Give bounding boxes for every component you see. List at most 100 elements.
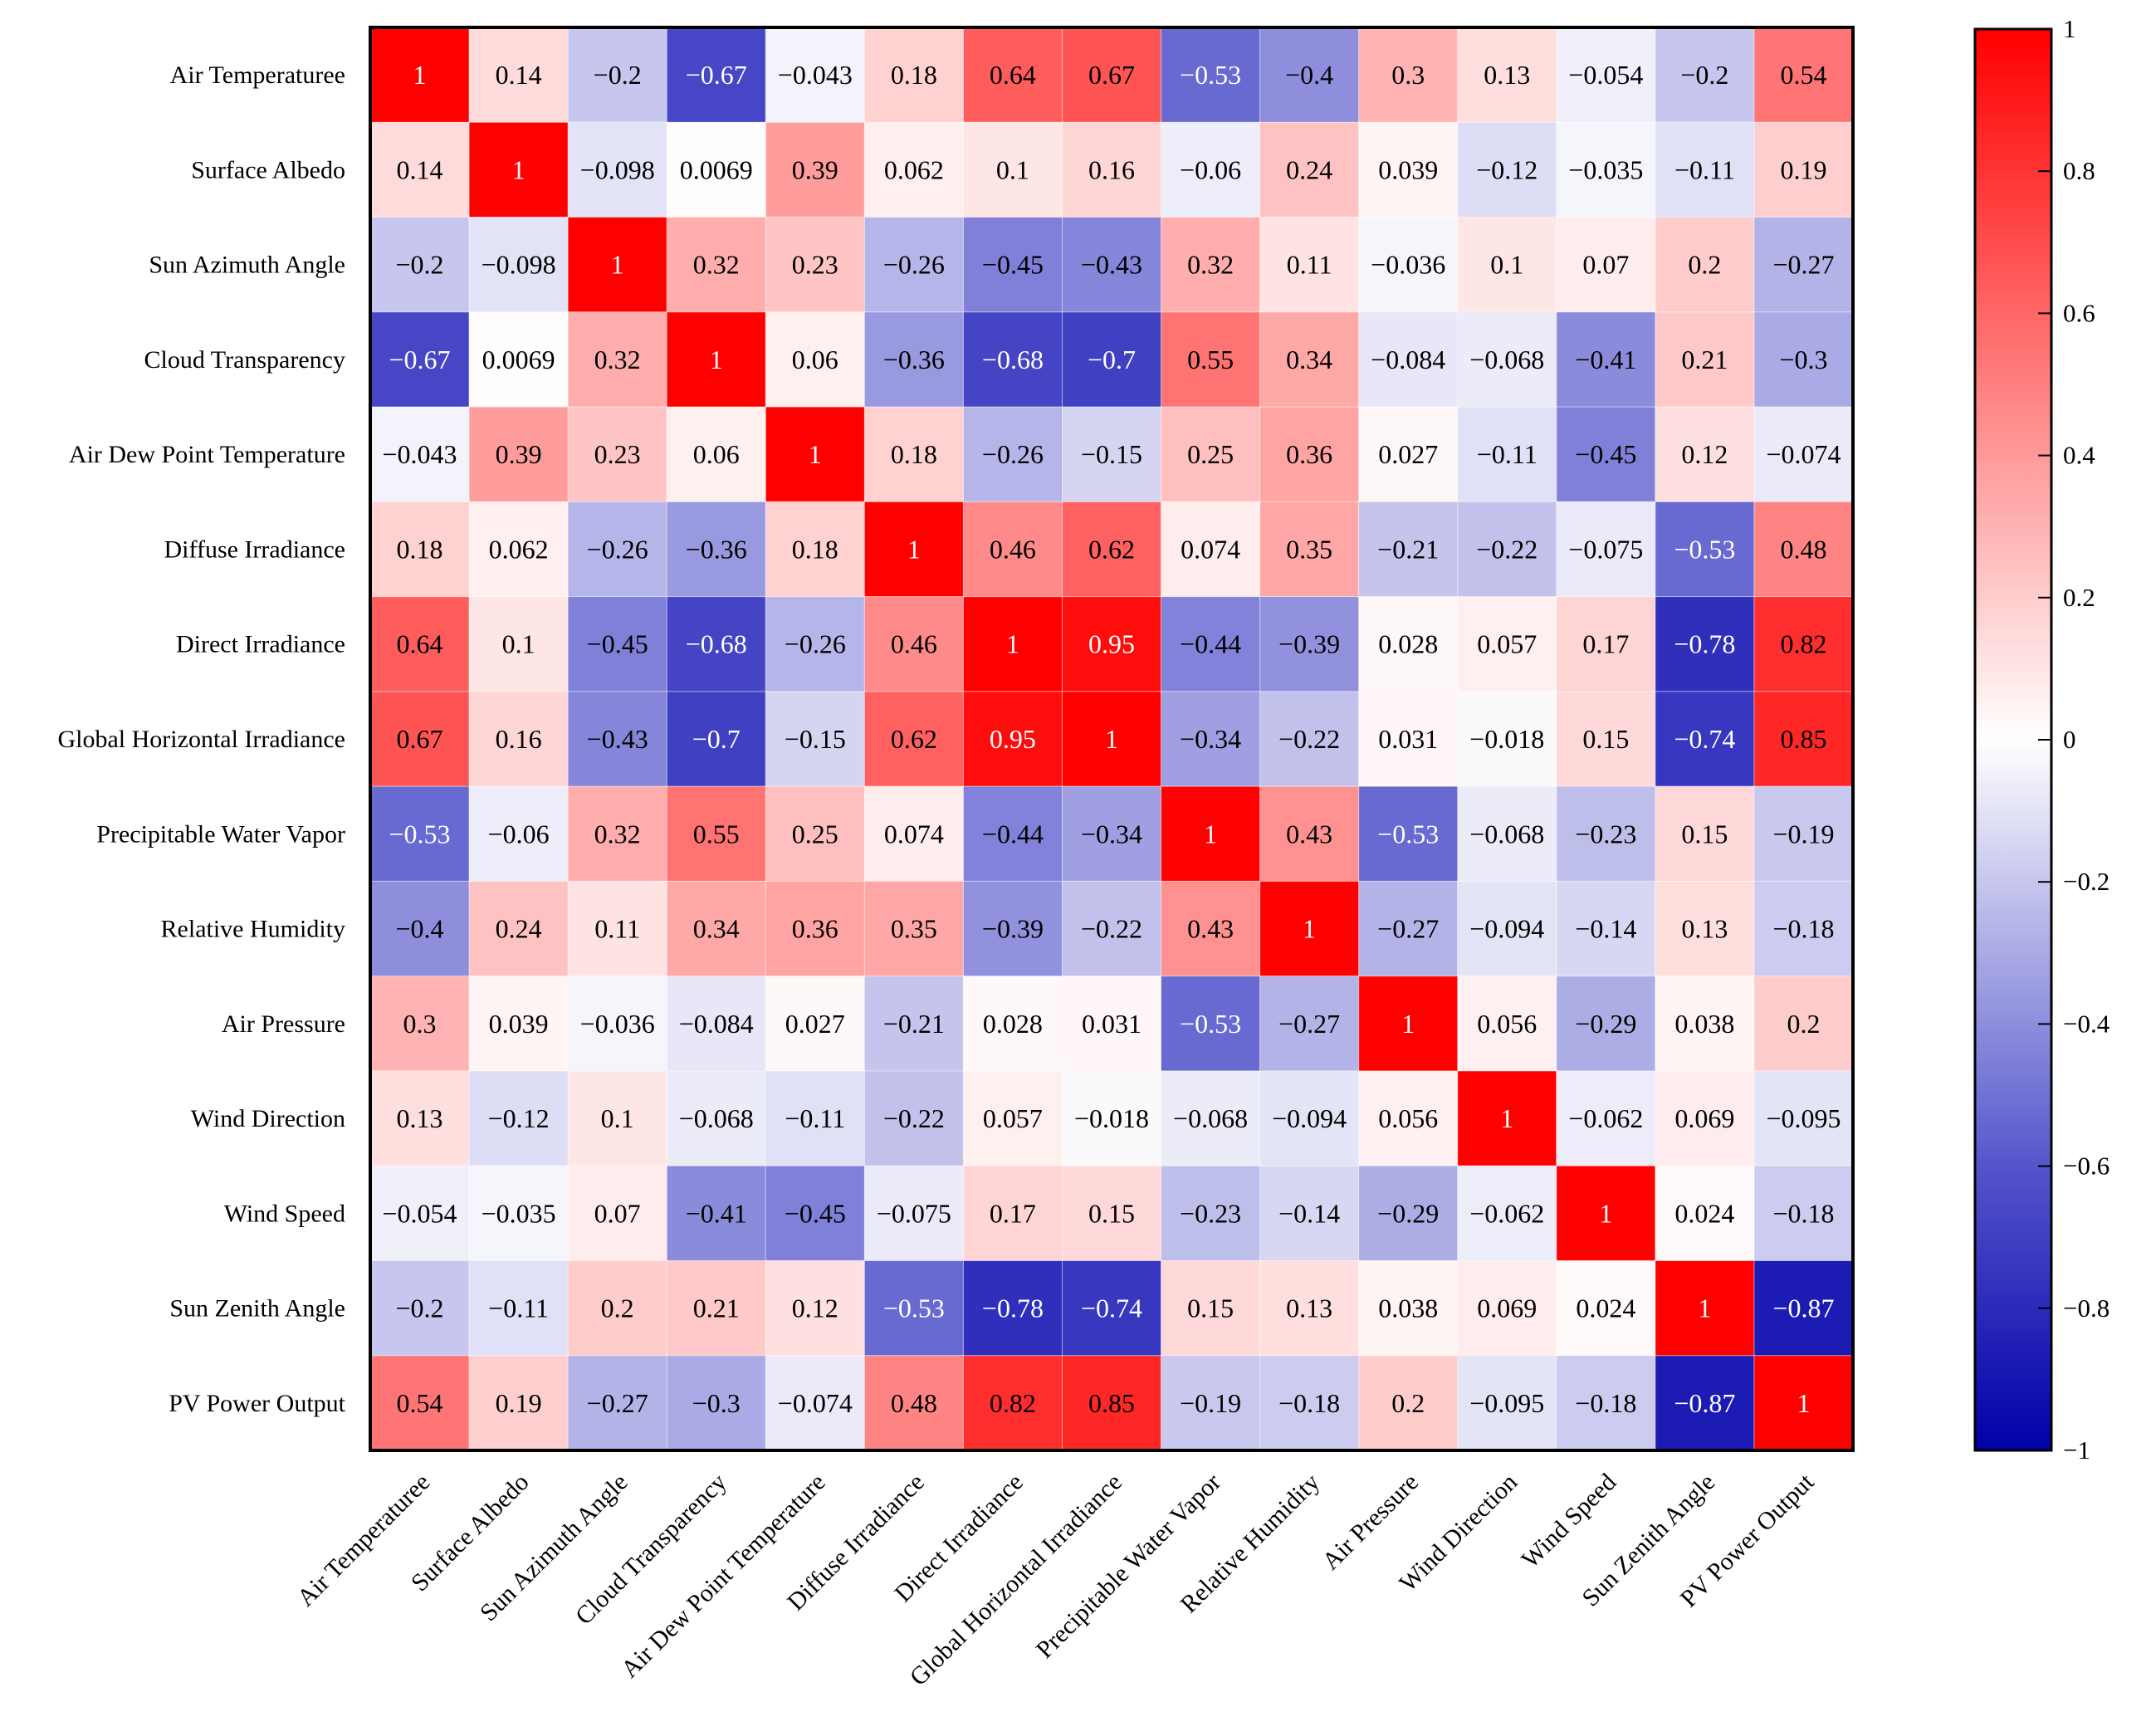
x-label-air-temperaturee: Air Temperaturee <box>292 1469 436 1612</box>
heatmap-cell <box>1556 1355 1656 1451</box>
heatmap-cell <box>1161 501 1261 598</box>
heatmap-cell <box>1457 1070 1557 1167</box>
cell-value-label: 0.069 <box>1477 1293 1537 1323</box>
heatmap-cell <box>1161 217 1261 313</box>
heatmap-cell <box>369 217 471 313</box>
heatmap-cell <box>468 691 570 788</box>
cell-value-label: 0.028 <box>983 1009 1043 1039</box>
cell-value-label: 0.06 <box>693 439 740 469</box>
cell-value-label: 0.35 <box>891 914 937 944</box>
cell-value-label: 0.06 <box>792 345 838 374</box>
cell-value-label: 0.34 <box>1286 345 1332 374</box>
colorbar-tick-label: −0.6 <box>2063 1152 2109 1181</box>
heatmap-cell <box>1161 1165 1261 1262</box>
cell-value-label: 0.11 <box>1287 250 1332 280</box>
cell-value-label: −0.094 <box>1272 1103 1347 1133</box>
heatmap-cell <box>1556 121 1656 218</box>
cell-value-label: 0.15 <box>1088 1198 1135 1228</box>
cell-value-label: −0.12 <box>488 1103 550 1133</box>
heatmap-cell <box>1061 596 1162 692</box>
cell-value-label: −0.14 <box>1575 914 1636 944</box>
heatmap-cell <box>1161 406 1261 503</box>
heatmap-cell <box>1259 311 1360 408</box>
heatmap-cell <box>468 406 570 503</box>
cell-value-label: −0.7 <box>1088 345 1136 374</box>
heatmap-cell <box>863 691 965 788</box>
heatmap-cell <box>1556 691 1656 788</box>
cell-value-label: −0.22 <box>1476 534 1537 564</box>
heatmap-cell <box>1161 976 1261 1072</box>
cell-value-label: 0.14 <box>397 154 443 184</box>
cell-value-label: −0.068 <box>1469 819 1544 848</box>
cell-value-label: 0.82 <box>1780 629 1826 659</box>
heatmap-cell <box>1358 880 1459 977</box>
y-label-air-pressure: Air Pressure <box>222 1010 345 1038</box>
heatmap-cell <box>666 501 767 598</box>
cell-value-label: −0.062 <box>1469 1198 1544 1228</box>
heatmap-cell <box>1061 121 1162 218</box>
heatmap-cell <box>765 691 866 788</box>
cell-value-label: −0.29 <box>1377 1198 1439 1228</box>
cell-value-label: −0.53 <box>883 1293 945 1323</box>
heatmap-cell <box>962 217 1063 313</box>
cell-value-label: −0.074 <box>778 1388 853 1418</box>
cell-value-label: 0.82 <box>990 1388 1036 1418</box>
heatmap-cell <box>1358 1070 1459 1167</box>
cell-value-label: 1 <box>1401 1009 1415 1039</box>
heatmap-cell <box>1061 501 1162 598</box>
heatmap-cell <box>863 1355 965 1451</box>
cell-value-label: 1 <box>1698 1293 1711 1323</box>
cell-value-label: 0.2 <box>601 1293 634 1323</box>
cell-value-label: −0.054 <box>1568 60 1643 90</box>
colorbar-tick-label: −0.8 <box>2063 1293 2109 1323</box>
heatmap-cell <box>666 1165 767 1262</box>
heatmap-cell <box>567 311 668 408</box>
heatmap-cell <box>1753 880 1854 977</box>
heatmap-cell <box>567 691 668 788</box>
cell-value-label: −0.21 <box>883 1009 945 1039</box>
y-label-precipitable-water-vapor: Precipitable Water Vapor <box>96 820 345 848</box>
heatmap-cell <box>1259 217 1360 313</box>
heatmap-cell <box>1161 880 1261 977</box>
cell-value-label: 0.13 <box>1681 914 1728 944</box>
cell-value-label: 0.55 <box>693 819 740 848</box>
cell-value-label: 0.3 <box>1391 60 1425 90</box>
heatmap-cell <box>1161 691 1261 788</box>
cell-value-label: 0.1 <box>502 629 535 659</box>
cell-value-label: −0.094 <box>1469 914 1544 944</box>
cell-value-label: 1 <box>1599 1198 1612 1228</box>
heatmap-cell <box>1358 1165 1459 1262</box>
cell-value-label: −0.78 <box>1674 629 1735 659</box>
cell-value-label: 0.62 <box>891 724 937 754</box>
heatmap-cell <box>369 27 471 124</box>
heatmap-cell <box>1358 976 1459 1072</box>
cell-value-label: −0.2 <box>396 1293 444 1323</box>
x-label-global-horizontal-irradiance: Global Horizontal Irradiance <box>905 1469 1127 1691</box>
colorbar-tick-label: 0.8 <box>2063 156 2095 185</box>
heatmap-cell <box>962 976 1063 1072</box>
cell-value-label: −0.43 <box>1081 250 1142 280</box>
cell-value-label: −0.26 <box>883 250 945 280</box>
cell-value-label: −0.53 <box>1674 534 1735 564</box>
y-label-cloud-transparency: Cloud Transparency <box>144 346 346 374</box>
cell-value-label: 1 <box>710 345 723 374</box>
heatmap-cell <box>863 501 965 598</box>
heatmap-cell <box>1061 785 1162 883</box>
cell-value-label: 0.15 <box>1582 724 1629 754</box>
cell-value-label: 0.18 <box>397 534 443 564</box>
heatmap-cell <box>1655 1259 1755 1357</box>
cell-value-label: −0.27 <box>1377 914 1439 944</box>
heatmap-cell <box>1655 596 1755 692</box>
cell-value-label: 0.39 <box>792 154 838 184</box>
heatmap-cell <box>1259 785 1360 883</box>
heatmap-cell <box>1655 1070 1755 1167</box>
cell-value-label: 0.027 <box>1378 439 1438 469</box>
cell-value-label: 0.031 <box>1082 1009 1141 1039</box>
colorbar-tick-label: 0.6 <box>2063 298 2095 327</box>
heatmap-cell <box>1655 501 1755 598</box>
heatmap-cell <box>666 976 767 1072</box>
heatmap-cell <box>1457 121 1557 218</box>
y-label-air-dew-point-temperature: Air Dew Point Temperature <box>69 441 345 468</box>
cell-value-label: 0.46 <box>990 534 1036 564</box>
heatmap-cell <box>369 1165 471 1262</box>
